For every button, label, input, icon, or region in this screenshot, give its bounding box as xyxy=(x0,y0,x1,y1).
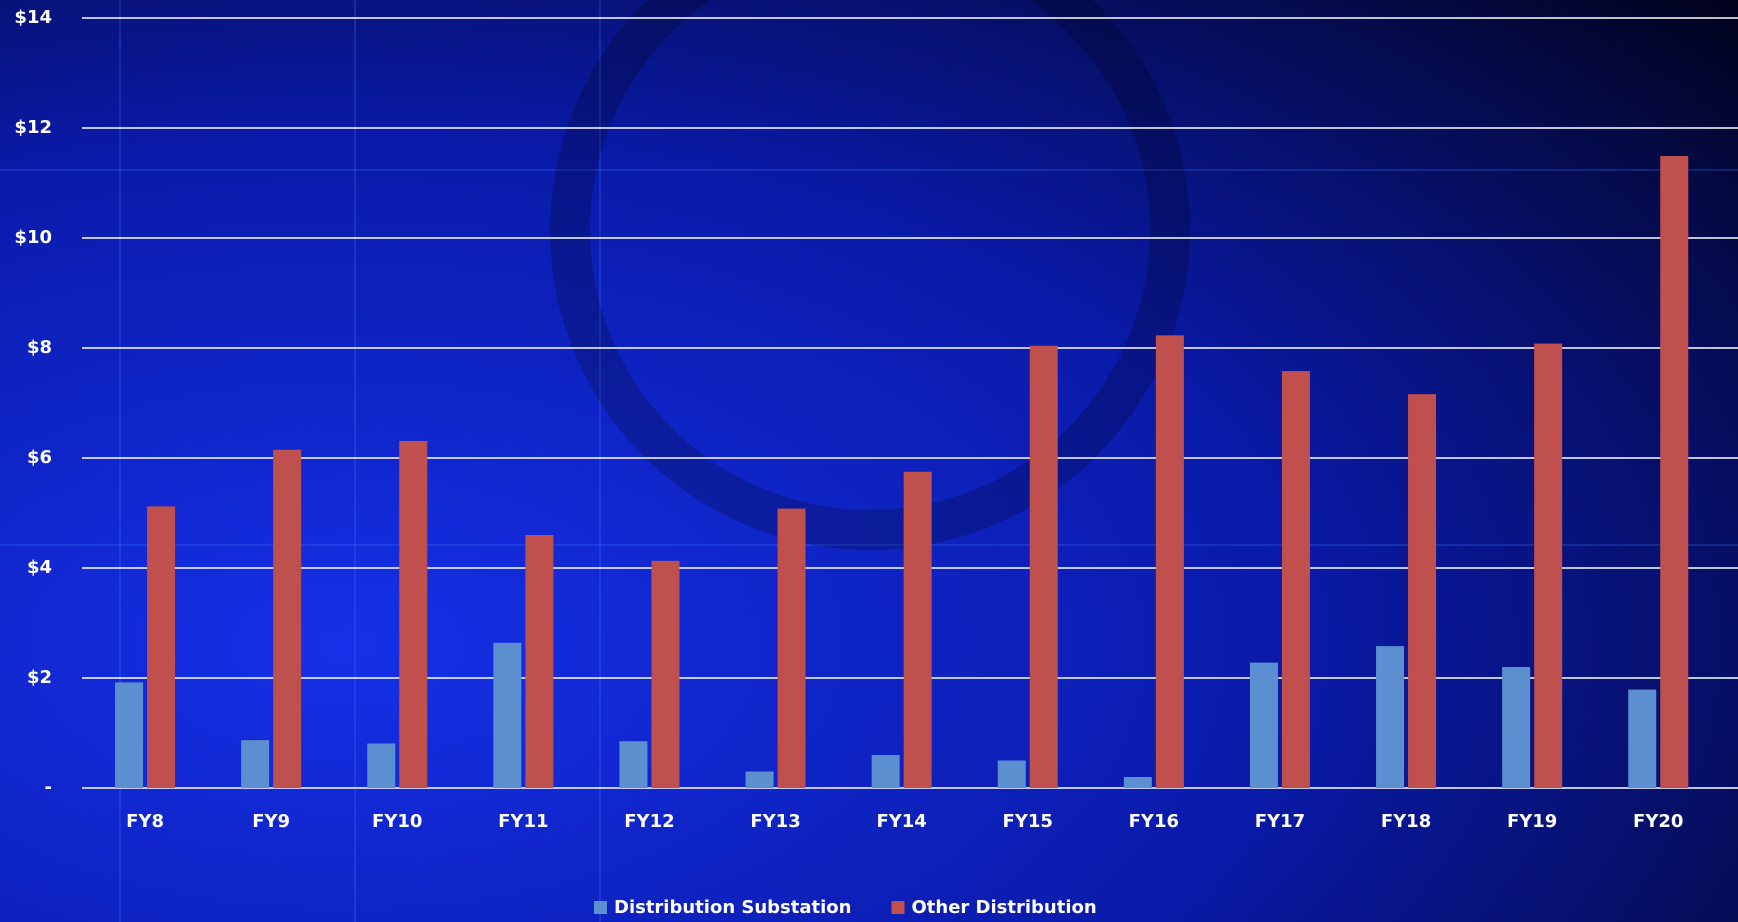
x-tick-label: FY19 xyxy=(1507,811,1557,832)
x-tick-label: FY16 xyxy=(1129,811,1179,832)
y-tick-label: $12 xyxy=(14,117,52,138)
legend: Distribution Substation Other Distributio… xyxy=(594,897,1097,918)
bar xyxy=(1628,689,1657,788)
bar xyxy=(1029,345,1058,788)
y-tick-label: $10 xyxy=(14,227,52,248)
legend-swatch xyxy=(891,901,905,914)
x-tick-label: FY11 xyxy=(498,811,548,832)
y-tick-label: $8 xyxy=(27,337,52,358)
y-tick-label: $4 xyxy=(27,557,52,578)
x-tick-label: FY20 xyxy=(1633,811,1683,832)
y-tick-label: $2 xyxy=(27,667,52,688)
bar xyxy=(1502,667,1531,788)
bar xyxy=(241,740,270,788)
legend-label: Other Distribution xyxy=(911,897,1096,918)
bar xyxy=(273,449,302,788)
bar xyxy=(1281,371,1310,788)
bar xyxy=(745,771,774,788)
bar xyxy=(1660,156,1689,789)
bar xyxy=(651,560,680,788)
y-tick-label: $14 xyxy=(14,7,52,28)
bar xyxy=(777,508,806,788)
y-tick-label: $6 xyxy=(27,447,52,468)
bar xyxy=(367,743,396,788)
bar xyxy=(1534,343,1563,788)
x-tick-label: FY13 xyxy=(750,811,800,832)
bar xyxy=(525,535,554,788)
y-tick-label: - xyxy=(45,777,52,798)
x-tick-label: FY10 xyxy=(372,811,422,832)
bar xyxy=(1249,662,1278,788)
x-tick-label: FY17 xyxy=(1255,811,1305,832)
x-tick-label: FY14 xyxy=(876,811,926,832)
bar xyxy=(997,760,1026,788)
bar xyxy=(493,642,522,788)
x-tick-label: FY8 xyxy=(126,811,164,832)
bar xyxy=(1376,646,1405,788)
bar xyxy=(1155,335,1184,788)
bar xyxy=(619,741,648,788)
x-tick-label: FY18 xyxy=(1381,811,1431,832)
bar xyxy=(147,506,176,788)
x-tick-label: FY9 xyxy=(252,811,290,832)
bar xyxy=(1408,394,1437,788)
bar xyxy=(115,682,144,788)
bar xyxy=(1123,777,1152,788)
bar xyxy=(903,471,932,788)
bar xyxy=(871,755,900,788)
legend-swatch xyxy=(594,901,607,914)
bar xyxy=(399,440,428,788)
x-tick-label: FY12 xyxy=(624,811,674,832)
x-tick-label: FY15 xyxy=(1003,811,1053,832)
legend-label: Distribution Substation xyxy=(614,897,851,918)
